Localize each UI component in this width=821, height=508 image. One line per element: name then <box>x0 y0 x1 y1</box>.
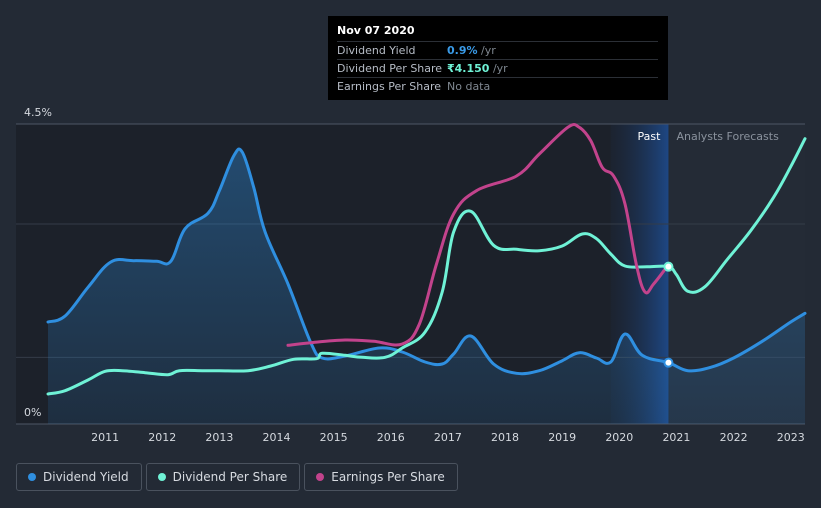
x-tick-label: 2015 <box>320 431 348 444</box>
dividend-per-share-marker <box>663 261 674 272</box>
legend-dot-icon <box>316 473 325 481</box>
earnings-per-share-line <box>286 123 667 347</box>
past-label: Past <box>638 130 662 143</box>
x-tick-label: 2011 <box>91 431 119 444</box>
legend-dot-icon <box>28 473 36 481</box>
x-tick-label: 2021 <box>662 431 690 444</box>
x-tick-label: 2014 <box>263 431 291 444</box>
y-tick-label: 4.5% <box>24 106 52 119</box>
tooltip-date: Nov 07 2020 <box>337 24 415 37</box>
legend-label: Earnings Per Share <box>331 470 445 484</box>
tooltip-label: Dividend Yield <box>337 44 416 57</box>
x-tick-label: 2018 <box>491 431 519 444</box>
tooltip-row-earnings-per-share: Earnings Per Share No data <box>337 77 658 95</box>
dividend-yield-marker <box>663 357 674 368</box>
legend-dot-icon <box>157 473 166 481</box>
tooltip-value: ₹4.150 <box>447 62 490 75</box>
tooltip-label: Earnings Per Share <box>337 80 442 93</box>
x-tick-label: 2012 <box>148 431 176 444</box>
legend-label: Dividend Yield <box>43 470 129 484</box>
chart-tooltip: Nov 07 2020 Dividend Yield 0.9% /yr Divi… <box>328 16 668 100</box>
tooltip-value-suffix: /yr <box>489 62 508 75</box>
legend-item-earnings-per-share[interactable]: Earnings Per Share <box>304 463 458 491</box>
tooltip-value: 0.9% <box>447 44 478 57</box>
x-tick-label: 2013 <box>205 431 233 444</box>
x-tick-label: 2019 <box>548 431 576 444</box>
legend-item-dividend-per-share[interactable]: Dividend Per Share <box>145 463 301 491</box>
dividend-per-share-line <box>46 137 807 396</box>
x-tick-label: 2017 <box>434 431 462 444</box>
tooltip-label: Dividend Per Share <box>337 62 443 75</box>
y-tick-label: 0% <box>24 406 41 419</box>
tooltip-row-dividend-yield: Dividend Yield 0.9% /yr <box>337 41 658 59</box>
x-tick-label: 2016 <box>377 431 405 444</box>
x-tick-label: 2020 <box>605 431 633 444</box>
forecast-label: Analysts Forecasts <box>676 130 779 143</box>
legend-item-dividend-yield[interactable]: Dividend Yield <box>16 463 142 491</box>
tooltip-row-dividend-per-share: Dividend Per Share ₹4.150 /yr <box>337 59 658 77</box>
dividend-yield-line <box>46 147 807 376</box>
legend-label: Dividend Per Share <box>172 470 288 484</box>
x-tick-label: 2022 <box>720 431 748 444</box>
tooltip-value: No data <box>447 80 491 93</box>
x-tick-label: 2023 <box>777 431 805 444</box>
tooltip-value-suffix: /yr <box>477 44 496 57</box>
chart-legend: Dividend Yield Dividend Per Share Earnin… <box>16 463 458 491</box>
